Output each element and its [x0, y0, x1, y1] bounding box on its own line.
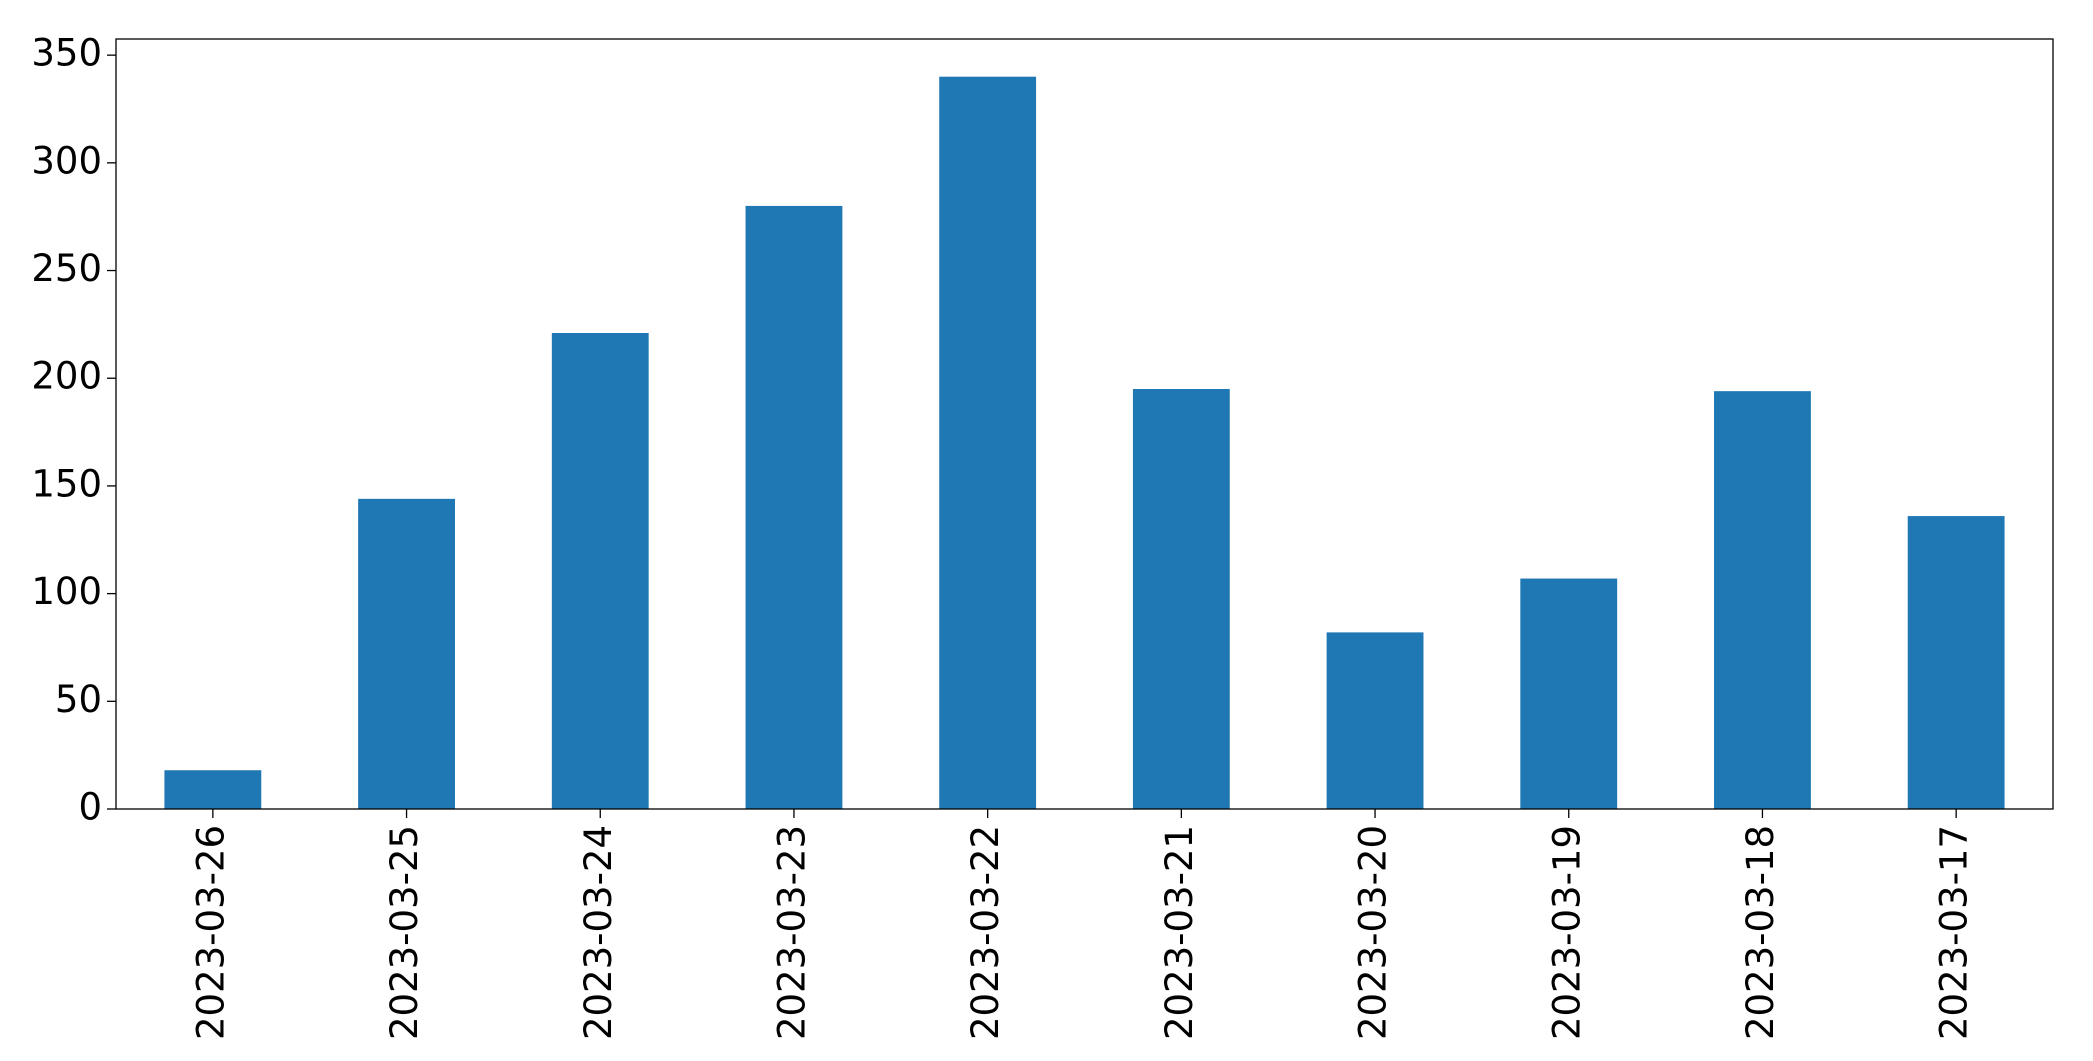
x-tick-label: 2023-03-26: [189, 825, 232, 1040]
y-tick-label: 300: [31, 139, 102, 182]
bar: [745, 205, 843, 809]
bar: [1520, 578, 1618, 809]
x-tick-label: 2023-03-21: [1158, 825, 1201, 1040]
y-tick-label: 0: [78, 786, 102, 829]
y-tick-label: 350: [31, 32, 102, 75]
bar: [1907, 516, 2005, 809]
y-tick-label: 50: [55, 678, 102, 721]
x-tick-label: 2023-03-19: [1545, 825, 1588, 1040]
x-tick-label: 2023-03-23: [770, 825, 813, 1040]
x-tick-label: 2023-03-22: [964, 825, 1007, 1040]
x-tick-label: 2023-03-25: [383, 825, 426, 1040]
bar: [551, 333, 649, 809]
x-tick-label: 2023-03-18: [1739, 825, 1782, 1040]
y-tick-label: 100: [31, 570, 102, 613]
plot-frame: [115, 38, 2054, 810]
x-tick-label: 2023-03-24: [577, 825, 620, 1040]
y-tick-label: 150: [31, 462, 102, 505]
bar: [1714, 391, 1811, 809]
bar: [939, 76, 1037, 809]
y-tick-label: 250: [31, 247, 102, 290]
bar: [1132, 389, 1230, 809]
x-tick-label: 2023-03-17: [1933, 825, 1976, 1040]
bar: [1326, 632, 1424, 809]
bar: [358, 498, 455, 809]
bar: [164, 770, 262, 809]
y-tick-label: 200: [31, 355, 102, 398]
x-tick-label: 2023-03-20: [1352, 825, 1395, 1040]
